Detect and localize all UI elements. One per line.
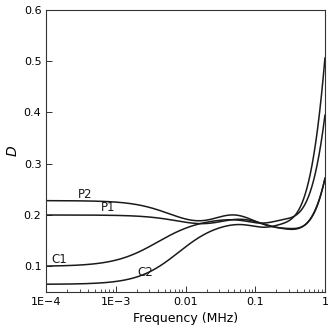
Y-axis label: D: D	[6, 146, 20, 156]
Text: P2: P2	[77, 188, 92, 201]
Text: C2: C2	[137, 266, 153, 279]
Text: P1: P1	[101, 201, 115, 214]
Text: C1: C1	[52, 253, 67, 266]
X-axis label: Frequency (MHz): Frequency (MHz)	[133, 312, 238, 325]
